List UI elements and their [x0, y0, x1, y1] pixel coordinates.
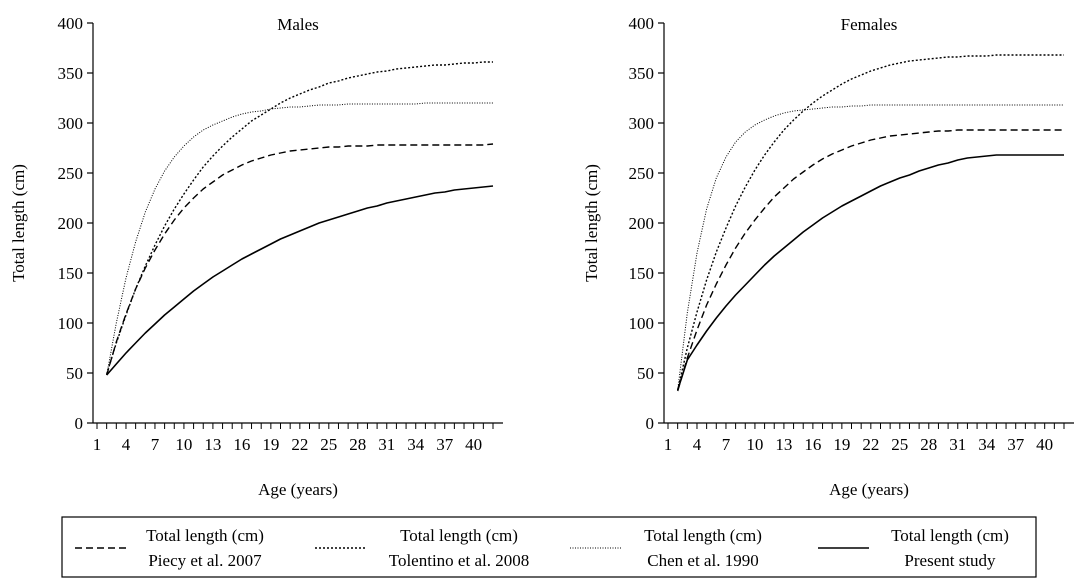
males-panel: 0 50 100 150 200 250 300 350 400 1 4 7 10 13 16 19 22 25 2… — [9, 14, 503, 499]
legend: Total length (cm) Piecy et al. 2007 Tota… — [61, 516, 1037, 578]
males-x-tick-label: 16 — [233, 435, 250, 454]
males-series-chen — [106, 102, 493, 376]
females-y-tick-label: 100 — [629, 314, 655, 333]
females-y-tick-label: 150 — [629, 264, 655, 283]
legend-label-piecy-line2: Piecy et al. 2007 — [148, 551, 262, 570]
males-x-tick-label: 10 — [175, 435, 192, 454]
males-x-tick-label: 34 — [407, 435, 425, 454]
males-series-present — [106, 185, 494, 376]
females-x-tick-label: 28 — [920, 435, 937, 454]
legend-label-present-line2: Present study — [904, 551, 996, 570]
males-y-tick-label: 300 — [58, 114, 84, 133]
males-x-tick-label: 31 — [378, 435, 395, 454]
males-series-piecy — [106, 143, 494, 376]
females-series-tolentino — [677, 54, 1064, 391]
females-x-tick-label: 4 — [693, 435, 702, 454]
males-x-tick-label: 40 — [465, 435, 482, 454]
females-y-tick-label: 0 — [646, 414, 655, 433]
females-y-tick-label: 400 — [629, 14, 655, 33]
males-x-tick-label: 37 — [436, 435, 454, 454]
females-x-tick-label: 7 — [722, 435, 731, 454]
females-series-chen — [677, 104, 1064, 391]
females-panel-title: Females — [841, 15, 898, 34]
females-y-tick-label: 250 — [629, 164, 655, 183]
males-y-tick-label: 350 — [58, 64, 84, 83]
males-x-axis-title: Age (years) — [258, 480, 338, 499]
legend-label-present-line1: Total length (cm) — [891, 526, 1009, 545]
legend-box — [61, 516, 1037, 578]
females-x-tick-label: 40 — [1036, 435, 1053, 454]
females-x-tick-label: 19 — [833, 435, 850, 454]
males-x-tick-label: 19 — [262, 435, 279, 454]
males-x-tick-label: 28 — [349, 435, 366, 454]
males-y-tick-label: 200 — [58, 214, 84, 233]
legend-label-tolentino-line2: Tolentino et al. 2008 — [389, 551, 529, 570]
legend-label-tolentino-line1: Total length (cm) — [400, 526, 518, 545]
males-y-axis-title: Total length (cm) — [9, 164, 28, 282]
legend-label-piecy-line1: Total length (cm) — [146, 526, 264, 545]
males-y-tick-label: 50 — [66, 364, 83, 383]
males-y-tick-label: 400 — [58, 14, 84, 33]
females-y-tick-label: 200 — [629, 214, 655, 233]
males-y-tick-label: 250 — [58, 164, 84, 183]
females-series-present — [676, 154, 1064, 391]
females-x-tick-label: 1 — [664, 435, 673, 454]
legend-label-chen-line2: Chen et al. 1990 — [647, 551, 758, 570]
males-x-tick-label: 13 — [204, 435, 221, 454]
males-x-tick-label: 1 — [93, 435, 102, 454]
males-y-tick-label: 0 — [75, 414, 84, 433]
males-series-tolentino — [106, 61, 493, 375]
females-y-axis-title: Total length (cm) — [582, 164, 601, 282]
males-x-tick-label: 25 — [320, 435, 337, 454]
legend-label-chen-line1: Total length (cm) — [644, 526, 762, 545]
females-panel: 0 50 100 150 200 250 300 350 400 1 4 7 10 13 16 19 22 25 2… — [582, 14, 1074, 499]
females-x-tick-label: 25 — [891, 435, 908, 454]
females-x-tick-label: 34 — [978, 435, 996, 454]
females-x-tick-label: 16 — [804, 435, 821, 454]
males-y-tick-label: 150 — [58, 264, 84, 283]
females-x-tick-label: 37 — [1007, 435, 1025, 454]
females-y-tick-label: 300 — [629, 114, 655, 133]
males-y-tick-label: 100 — [58, 314, 84, 333]
females-x-tick-label: 10 — [746, 435, 763, 454]
females-x-axis-title: Age (years) — [829, 480, 909, 499]
males-panel-title: Males — [277, 15, 319, 34]
males-x-tick-label: 7 — [151, 435, 160, 454]
females-x-tick-label: 31 — [949, 435, 966, 454]
males-x-tick-label: 22 — [291, 435, 308, 454]
females-y-tick-label: 350 — [629, 64, 655, 83]
females-y-tick-label: 50 — [637, 364, 654, 383]
females-series-piecy — [677, 129, 1064, 392]
males-x-tick-label: 4 — [122, 435, 131, 454]
females-x-tick-label: 13 — [775, 435, 792, 454]
females-x-tick-label: 22 — [862, 435, 879, 454]
